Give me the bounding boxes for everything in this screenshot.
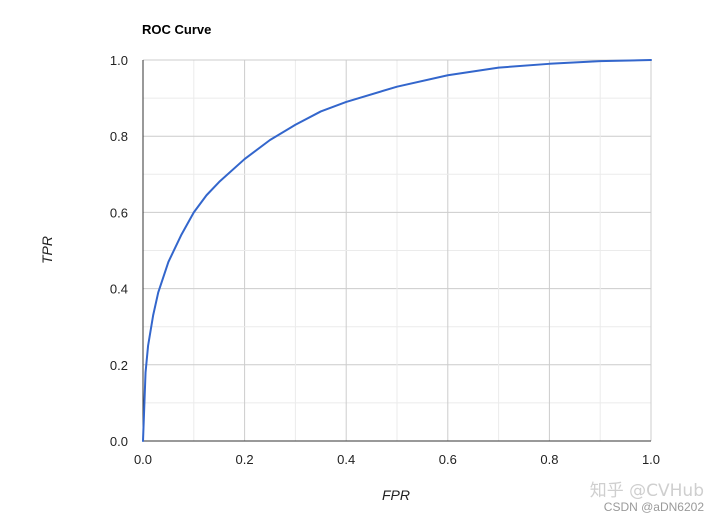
x-tick-label: 0.2 bbox=[236, 452, 254, 467]
y-tick-label: 1.0 bbox=[110, 53, 128, 68]
y-tick-label: 0.8 bbox=[110, 129, 128, 144]
x-tick-label: 0.0 bbox=[134, 452, 152, 467]
chart-title: ROC Curve bbox=[142, 22, 211, 37]
y-tick-label: 0.2 bbox=[110, 358, 128, 373]
x-tick-label: 0.6 bbox=[439, 452, 457, 467]
grid-lines bbox=[143, 59, 652, 441]
y-axis-label: TPR bbox=[39, 236, 55, 264]
watermark-main: 知乎 @CVHub bbox=[590, 481, 704, 501]
x-tick-label: 0.4 bbox=[337, 452, 355, 467]
y-tick-label: 0.0 bbox=[110, 434, 128, 449]
x-axis-label: FPR bbox=[382, 487, 410, 503]
watermark-sub: CSDN @aDN6202 bbox=[604, 500, 705, 514]
x-tick-label: 0.8 bbox=[540, 452, 558, 467]
x-tick-label: 1.0 bbox=[642, 452, 660, 467]
series-lines bbox=[142, 59, 652, 442]
y-tick-label: 0.4 bbox=[110, 282, 128, 297]
roc-series-line bbox=[142, 59, 652, 442]
axes bbox=[142, 60, 651, 442]
tick-labels: 0.0 0.2 0.4 0.6 0.8 1.0 0.0 0.2 0.4 0.6 0.8 1.0 bbox=[110, 53, 660, 467]
y-tick-label: 0.6 bbox=[110, 205, 128, 220]
